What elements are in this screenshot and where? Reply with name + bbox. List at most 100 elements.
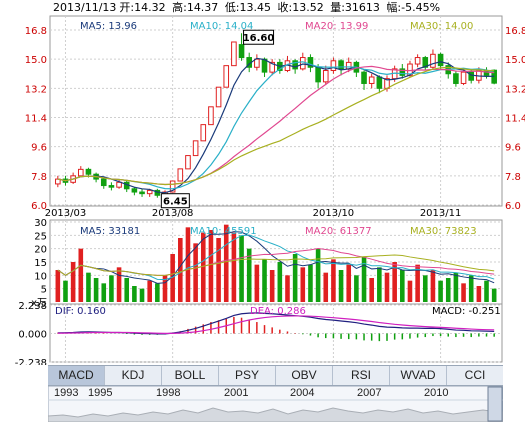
price-panel-frame bbox=[49, 15, 503, 207]
candle-body bbox=[85, 168, 92, 175]
candle-body bbox=[414, 57, 421, 65]
tab-wvad[interactable]: WVAD bbox=[390, 366, 447, 385]
volume-bar bbox=[369, 278, 374, 302]
candle-body bbox=[468, 71, 475, 81]
timeline-history-area bbox=[48, 407, 503, 422]
x-axis-label: 2013/03 bbox=[45, 208, 87, 219]
high-annotation-box bbox=[243, 29, 275, 45]
candle-body bbox=[460, 71, 467, 84]
tab-kdj[interactable]: KDJ bbox=[105, 366, 162, 385]
ma5-line bbox=[57, 57, 495, 194]
volume-bar bbox=[338, 270, 344, 302]
candle-body bbox=[338, 60, 344, 70]
price-y-tick-right: 16.8 bbox=[505, 26, 525, 37]
volume-bar bbox=[269, 270, 275, 302]
price-y-tick-right: 6.0 bbox=[505, 201, 521, 212]
ma20-line bbox=[57, 65, 495, 186]
candle-body bbox=[269, 61, 275, 73]
price-y-tick-right: 9.6 bbox=[505, 143, 521, 154]
volume-bar bbox=[193, 243, 198, 302]
volume-bar bbox=[415, 264, 420, 302]
info-close: 收:13.52 bbox=[277, 1, 324, 14]
year-label: 2007 bbox=[357, 387, 382, 399]
volume-bar bbox=[384, 272, 390, 302]
volume-bar bbox=[392, 262, 397, 302]
candle-body bbox=[215, 86, 222, 108]
high-annotation: 16.60 bbox=[243, 33, 275, 44]
candle-body bbox=[185, 155, 191, 170]
low-annotation-box bbox=[160, 193, 190, 209]
volume-bar bbox=[109, 275, 114, 302]
volume-y-tick: 30 bbox=[34, 218, 47, 229]
price-y-tick-right: 13.2 bbox=[505, 84, 525, 95]
volume-bar bbox=[93, 278, 99, 302]
volume-ma-label: MA20: 61377 bbox=[305, 226, 372, 237]
volume-bar bbox=[292, 254, 298, 302]
tab-boll[interactable]: BOLL bbox=[162, 366, 219, 385]
volume-bar bbox=[116, 267, 122, 302]
info-open: 开:14.32 bbox=[119, 1, 166, 14]
price-y-tick-left: 13.2 bbox=[25, 84, 47, 95]
stock-info-bar: 2013/11/13 开:14.32 高:14.37 低:13.45 收:13.5… bbox=[53, 0, 513, 16]
volume-bar bbox=[323, 272, 329, 302]
volume-bar bbox=[354, 275, 359, 302]
volume-bar bbox=[216, 238, 221, 302]
macd-y-tick: -2.238 bbox=[15, 358, 47, 365]
volume-bar bbox=[468, 275, 474, 302]
volume-ma-label: MA10: 45591 bbox=[190, 226, 257, 237]
volume-bar bbox=[300, 267, 306, 302]
volume-bar bbox=[453, 272, 459, 302]
tab-macd[interactable]: MACD bbox=[48, 366, 105, 385]
timeline-selection-window[interactable] bbox=[487, 386, 503, 422]
candle-body bbox=[146, 189, 153, 195]
volume-bar bbox=[246, 248, 252, 302]
candle-body bbox=[238, 44, 245, 59]
volume-bar bbox=[132, 286, 137, 302]
tab-psy[interactable]: PSY bbox=[219, 366, 276, 385]
ma10-line bbox=[57, 61, 495, 190]
tab-cci[interactable]: CCI bbox=[464, 368, 486, 382]
ma30-line bbox=[57, 66, 495, 186]
candle-body bbox=[208, 106, 214, 126]
year-label: 2010 bbox=[424, 387, 449, 399]
candle-body bbox=[376, 76, 383, 89]
candle-body bbox=[223, 65, 230, 88]
volume-bar bbox=[239, 235, 244, 302]
candle-body bbox=[422, 57, 429, 68]
tab-obv[interactable]: OBV bbox=[276, 366, 333, 385]
candle-body bbox=[330, 60, 337, 72]
volume-bar bbox=[438, 280, 443, 302]
timeline-navigator[interactable]: 1993 1995 1998 2001 2004 2007 2010 bbox=[48, 386, 503, 422]
volume-bar bbox=[223, 224, 229, 302]
info-high: 高:14.37 bbox=[172, 1, 219, 14]
candle-body bbox=[322, 70, 329, 83]
volume-bar bbox=[124, 278, 130, 302]
candle-body bbox=[100, 178, 107, 187]
candle-body bbox=[139, 191, 145, 195]
volume-bar bbox=[377, 267, 382, 302]
volume-y-tick: x万 bbox=[31, 298, 47, 309]
volume-bar bbox=[178, 238, 183, 302]
x-axis-label: 2013/11 bbox=[420, 208, 462, 219]
candle-body bbox=[108, 185, 115, 188]
volume-bar bbox=[315, 248, 321, 302]
volume-bar bbox=[101, 283, 107, 302]
volume-bar bbox=[170, 254, 175, 302]
candle-body bbox=[154, 189, 161, 196]
volume-y-tick: 5 bbox=[41, 285, 47, 296]
volume-bar bbox=[346, 264, 352, 302]
macd-y-tick: 0.000 bbox=[18, 330, 47, 341]
candle-body bbox=[55, 178, 61, 185]
stock-chart: 16.8 16.8 15.0 15.0 13.2 13.2 11.4 11.4 9.6 9.6 7.… bbox=[15, 15, 525, 365]
volume-bar bbox=[400, 270, 405, 302]
volume-bar bbox=[55, 270, 61, 302]
volume-bar bbox=[407, 280, 413, 302]
volume-y-tick: 20 bbox=[34, 245, 47, 256]
price-ma-label: MA10: 14.04 bbox=[190, 21, 253, 32]
price-y-tick-right: 7.8 bbox=[505, 172, 521, 183]
candle-body bbox=[453, 73, 459, 84]
volume-bar bbox=[162, 275, 168, 302]
tab-rsi[interactable]: RSI bbox=[333, 366, 390, 385]
candle-body bbox=[77, 168, 84, 177]
volume-bar bbox=[430, 270, 436, 302]
